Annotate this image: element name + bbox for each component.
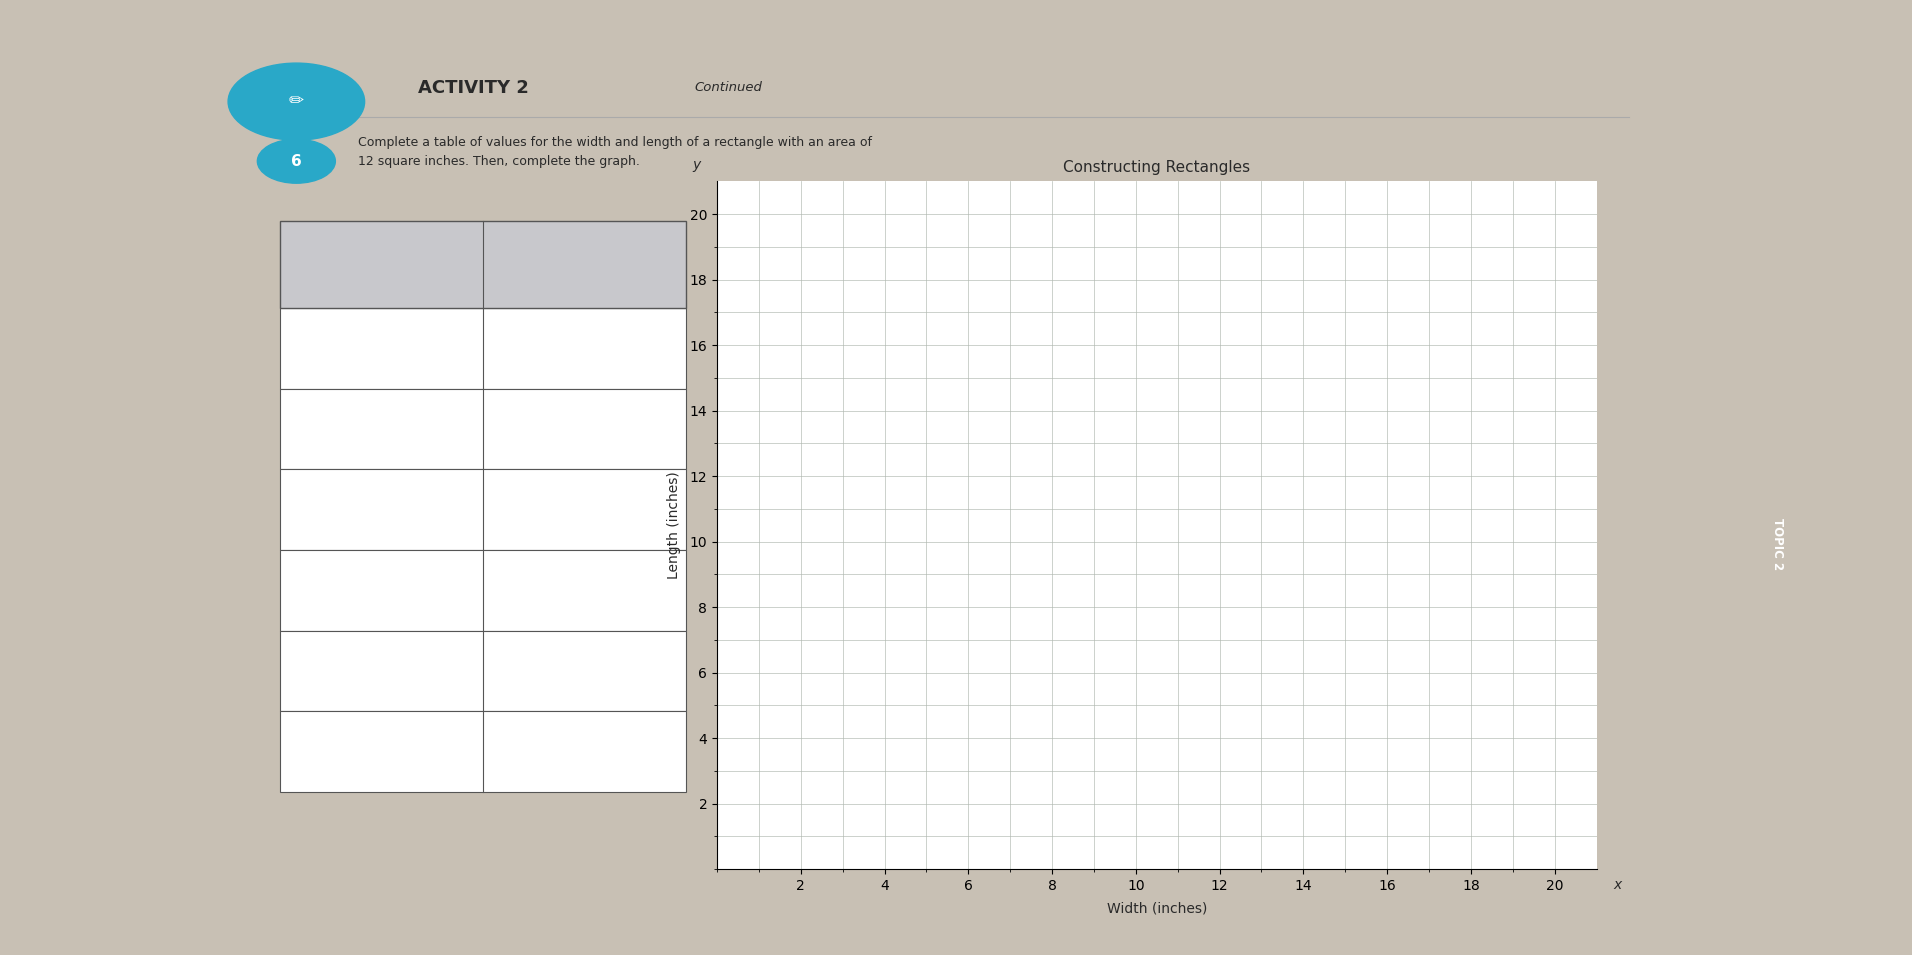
Text: TOPIC 2: TOPIC 2 bbox=[1771, 519, 1784, 570]
Text: Length of
Rectangle
(in.): Length of Rectangle (in.) bbox=[554, 247, 616, 282]
Text: Width of
Rectangle
(in.): Width of Rectangle (in.) bbox=[350, 247, 413, 282]
FancyBboxPatch shape bbox=[279, 630, 686, 711]
FancyBboxPatch shape bbox=[279, 550, 686, 630]
Text: ACTIVITY 2: ACTIVITY 2 bbox=[419, 79, 530, 96]
X-axis label: Width (inches): Width (inches) bbox=[1107, 902, 1206, 915]
Circle shape bbox=[228, 63, 365, 140]
FancyBboxPatch shape bbox=[279, 221, 686, 308]
Circle shape bbox=[258, 139, 335, 183]
FancyBboxPatch shape bbox=[279, 389, 686, 469]
Title: Constructing Rectangles: Constructing Rectangles bbox=[1063, 159, 1250, 175]
Text: Complete a table of values for the width and length of a rectangle with an area : Complete a table of values for the width… bbox=[358, 136, 872, 168]
Text: ✏: ✏ bbox=[289, 93, 304, 111]
Y-axis label: Length (inches): Length (inches) bbox=[667, 472, 681, 579]
FancyBboxPatch shape bbox=[279, 469, 686, 550]
Text: y: y bbox=[692, 159, 700, 172]
Text: 6: 6 bbox=[291, 154, 302, 169]
FancyBboxPatch shape bbox=[279, 308, 686, 389]
FancyBboxPatch shape bbox=[279, 711, 686, 792]
Text: Continued: Continued bbox=[694, 81, 763, 95]
Text: x: x bbox=[1614, 879, 1621, 892]
